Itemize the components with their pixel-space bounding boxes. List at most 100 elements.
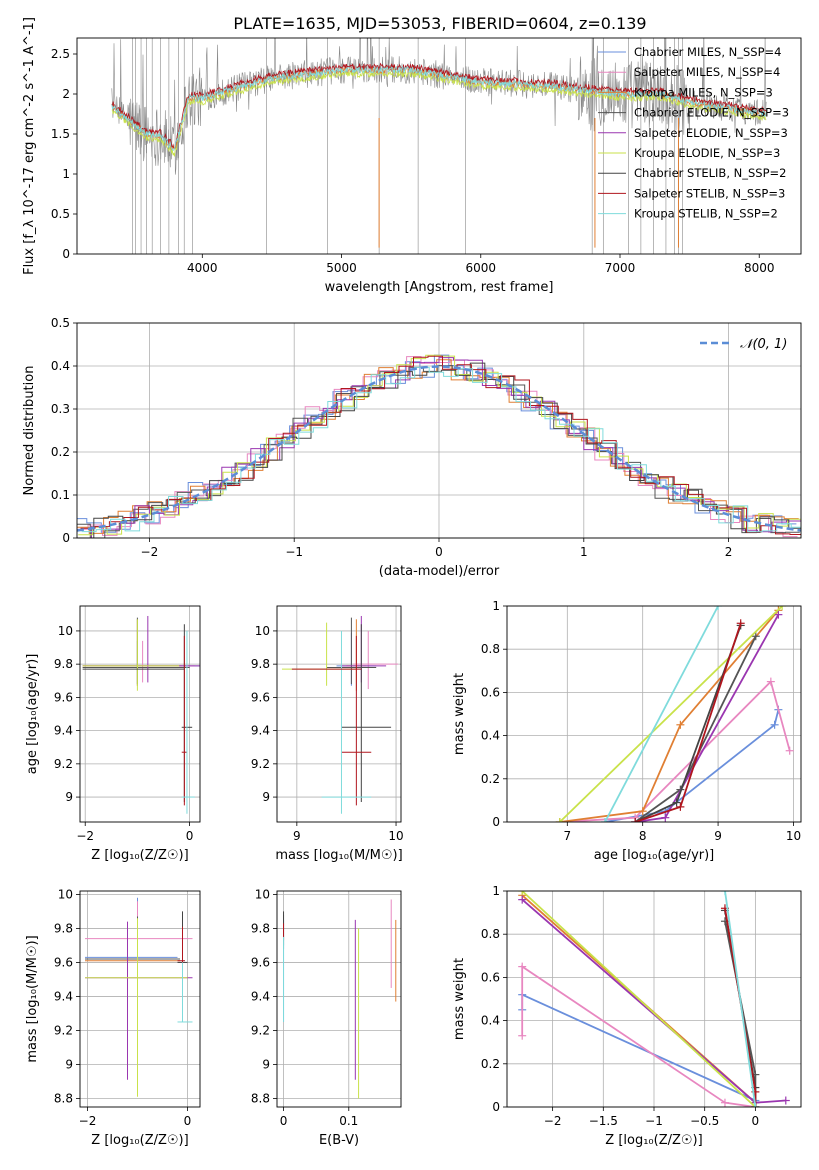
errorbar-point	[281, 622, 357, 686]
y-tick-label: 9.8	[54, 657, 73, 671]
weight-marker	[518, 962, 527, 971]
errorbar-point	[82, 617, 190, 685]
y-tick-label: 0.5	[51, 207, 70, 221]
y-tick-label: 9.2	[54, 757, 73, 771]
x-tick-label: 8000	[744, 261, 775, 275]
x-tick-label: −0.5	[690, 1114, 719, 1128]
weight-marker	[766, 677, 775, 686]
axes-frame	[506, 605, 802, 823]
model-spectrum	[111, 69, 767, 157]
y-tick-label: 9	[65, 1057, 73, 1071]
y-tick-label: 1.5	[51, 127, 70, 141]
figure-title: PLATE=1635, MJD=53053, FIBERID=0604, z=0…	[233, 14, 646, 33]
weight-marker	[676, 720, 685, 729]
x-tick-label: 0	[184, 1114, 192, 1128]
axes: −2 −1 0 1 2 0 0.1 0.2 0.3 0.4 0.5 (data-model)/erro…	[22, 316, 732, 579]
errorbar-point	[85, 916, 180, 994]
errorbar-point	[326, 617, 377, 685]
legend-label: 𝒩(0, 1)	[740, 337, 787, 352]
legend-label: Salpeter MILES, N_SSP=4	[634, 65, 780, 79]
y-tick-label: 1	[492, 599, 500, 613]
model-spectrum	[111, 66, 767, 152]
y-tick-label: 9.6	[251, 690, 270, 704]
weight-marker	[638, 807, 647, 816]
panel-spectrum: 4000 5000 6000 7000 8000 0 0.5 1 1.5 2 2.5 waveleng…	[22, 17, 802, 295]
y-tick-label: 0.2	[481, 1057, 500, 1071]
weight-marker	[751, 1103, 760, 1107]
x-tick-label: 9	[293, 829, 301, 843]
grid	[507, 605, 801, 823]
y-axis-label: mass [log₁₀(M/M☉)]	[25, 935, 40, 1062]
y-tick-label: 9.8	[251, 657, 270, 671]
x-tick-label: 0	[186, 829, 194, 843]
y-tick-label: 10	[58, 887, 73, 901]
weight-marker	[518, 1031, 527, 1040]
y-tick-label: 0.2	[51, 445, 70, 459]
weight-marker	[601, 818, 609, 822]
y-tick-label: 0.8	[481, 642, 500, 656]
errorbar-point	[85, 921, 193, 1080]
axes: 0 0.1 8.8 9 9.2 9.4 9.6 9.8 10 E(B-V)	[251, 887, 359, 1148]
y-tick-label: 1	[492, 884, 500, 898]
x-axis-label: age [log₁₀(age/yr)]	[594, 848, 715, 863]
errorbar-point	[85, 918, 188, 1097]
errorbar-point	[82, 619, 182, 686]
x-tick-label: 4000	[187, 261, 218, 275]
y-tick-label: 9.8	[251, 921, 270, 935]
y-tick-label: 0.6	[481, 970, 500, 984]
y-tick-label: 0.8	[481, 927, 500, 941]
y-tick-label: 8.8	[251, 1091, 270, 1105]
errorbar-point	[82, 619, 180, 691]
y-tick-label: 9.2	[251, 1023, 270, 1037]
y-axis-label: mass weight	[452, 958, 467, 1040]
x-tick-label: 0	[752, 1114, 760, 1128]
axes: −2 0 8.8 9 9.2 9.4 9.6 9.8 10 Z [log₁₀(Z/Z☉)] mass…	[25, 887, 191, 1148]
y-tick-label: 0.5	[51, 316, 70, 330]
y-tick-label: 2	[62, 87, 70, 101]
plot-area	[111, 38, 767, 254]
weight-line	[521, 891, 757, 1107]
x-axis-label: Z [log₁₀(Z/Z☉)]	[91, 1133, 188, 1148]
y-tick-label: 0	[492, 815, 500, 829]
legend-label: Salpeter ELODIE, N_SSP=3	[634, 126, 788, 140]
x-tick-label: −2	[79, 1114, 97, 1128]
weight-marker	[774, 610, 783, 619]
legend-label: Chabrier MILES, N_SSP=4	[634, 45, 781, 59]
residual-histogram	[80, 355, 801, 535]
panel-age-vs-mass: 9 10 9 9.2 9.4 9.6 9.8 10 mass [log₁₀(M/M☉)]	[251, 605, 404, 863]
plot-area	[555, 606, 794, 822]
errorbar-point	[321, 630, 372, 814]
panel-mass-vs-Z: −2 0 8.8 9 9.2 9.4 9.6 9.8 10 Z [log₁₀(Z/Z☉)] mass…	[25, 887, 201, 1148]
y-tick-label: 0.4	[481, 729, 500, 743]
weight-marker	[785, 746, 794, 755]
y-tick-label: 9	[262, 1057, 270, 1071]
errorbar-point	[181, 630, 195, 814]
weight-marker	[720, 891, 729, 895]
legend-label: Salpeter STELIB, N_SSP=3	[634, 186, 785, 200]
weight-marker	[714, 606, 723, 610]
residual-histogram	[77, 356, 798, 538]
legend-label: Kroupa ELODIE, N_SSP=3	[634, 146, 780, 160]
grid	[277, 606, 401, 822]
plot-area	[77, 354, 801, 538]
legend-label: Chabrier ELODIE, N_SSP=3	[634, 106, 789, 120]
plot-area	[518, 891, 790, 1107]
residual-histogram	[77, 354, 797, 533]
y-tick-label: 9.4	[54, 989, 73, 1003]
y-tick-label: 10	[255, 624, 270, 638]
errorbar-point	[85, 897, 178, 1022]
axes-frame	[79, 890, 201, 1108]
weight-marker	[672, 798, 681, 807]
legend-label: Chabrier STELIB, N_SSP=2	[634, 166, 786, 180]
axes: −2 −1.5 −1 −0.5 0 0 0.2 0.4 0.6 0.8 1 Z [log₁₀(Z/Z☉…	[452, 884, 759, 1148]
plot-area	[281, 615, 399, 814]
weight-marker	[781, 1096, 790, 1105]
panel-age-vs-Z: −2 0 9 9.2 9.4 9.6 9.8 10 Z [log₁₀(Z/Z☉)] age [lo…	[25, 605, 201, 863]
errorbar-point	[341, 615, 387, 683]
x-axis-label: (data-model)/error	[379, 564, 500, 579]
errorbar-point	[82, 640, 200, 686]
axes-frame	[276, 890, 402, 1108]
y-tick-label: 0.4	[481, 1014, 500, 1028]
errorbar-point	[341, 635, 372, 806]
x-tick-label: 2	[725, 545, 733, 559]
